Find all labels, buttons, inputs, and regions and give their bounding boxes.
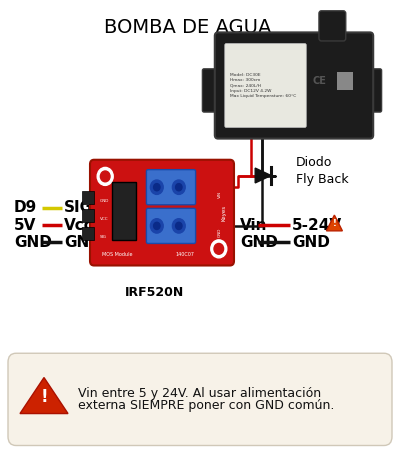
Text: IRF520N: IRF520N [124,286,184,299]
Circle shape [154,222,160,230]
Text: !: ! [332,219,336,228]
FancyBboxPatch shape [8,353,392,446]
FancyBboxPatch shape [225,44,306,127]
Circle shape [100,171,110,182]
Polygon shape [20,378,68,414]
Circle shape [211,240,227,258]
Circle shape [150,219,163,233]
Text: GND: GND [240,234,278,250]
Circle shape [176,222,182,230]
FancyBboxPatch shape [319,11,346,41]
Text: SIG: SIG [64,200,93,216]
FancyBboxPatch shape [202,69,221,112]
Circle shape [172,180,185,194]
Circle shape [97,167,113,185]
FancyBboxPatch shape [368,69,382,112]
Circle shape [172,219,185,233]
FancyBboxPatch shape [215,32,373,139]
Polygon shape [326,215,342,231]
Text: D9: D9 [14,200,37,216]
Text: 5V: 5V [14,217,36,233]
Text: BOMBA DE AGUA: BOMBA DE AGUA [104,18,272,37]
Text: GND: GND [100,199,109,203]
Text: 5-24V: 5-24V [292,217,342,233]
Text: Vcc: Vcc [64,217,94,233]
Circle shape [150,180,163,194]
Text: Vin entre 5 y 24V. Al usar alimentación: Vin entre 5 y 24V. Al usar alimentación [78,387,321,400]
Text: !: ! [40,388,48,406]
Bar [82,191,94,204]
Text: GND: GND [218,227,222,237]
Text: Diodo
Fly Back: Diodo Fly Back [296,156,349,186]
Text: Keyes: Keyes [222,205,226,220]
Text: Model: DC30E
Hmax: 300cm
Qmax: 240L/H
Input: DC12V 4.2W
Max Liquid Temperature: : Model: DC30E Hmax: 300cm Qmax: 240L/H In… [230,72,296,99]
Text: VCC: VCC [100,217,109,221]
Bar [82,209,94,222]
FancyBboxPatch shape [90,160,234,266]
Text: Vin: Vin [240,217,268,233]
Text: VIN: VIN [218,191,222,198]
Text: GND: GND [14,234,52,250]
Bar [336,72,352,90]
Circle shape [214,243,224,254]
Text: 140C07: 140C07 [176,252,194,257]
Text: GND: GND [64,234,102,250]
Polygon shape [255,168,271,183]
Text: CE: CE [312,76,326,86]
Text: MOS Module: MOS Module [102,252,132,257]
FancyBboxPatch shape [112,182,136,240]
FancyBboxPatch shape [146,170,196,205]
FancyBboxPatch shape [146,208,196,243]
Circle shape [154,184,160,191]
Text: externa SIEMPRE poner con GND común.: externa SIEMPRE poner con GND común. [78,400,334,412]
Text: SIG: SIG [100,235,107,239]
Text: GND: GND [292,234,330,250]
Circle shape [176,184,182,191]
Bar [82,227,94,240]
